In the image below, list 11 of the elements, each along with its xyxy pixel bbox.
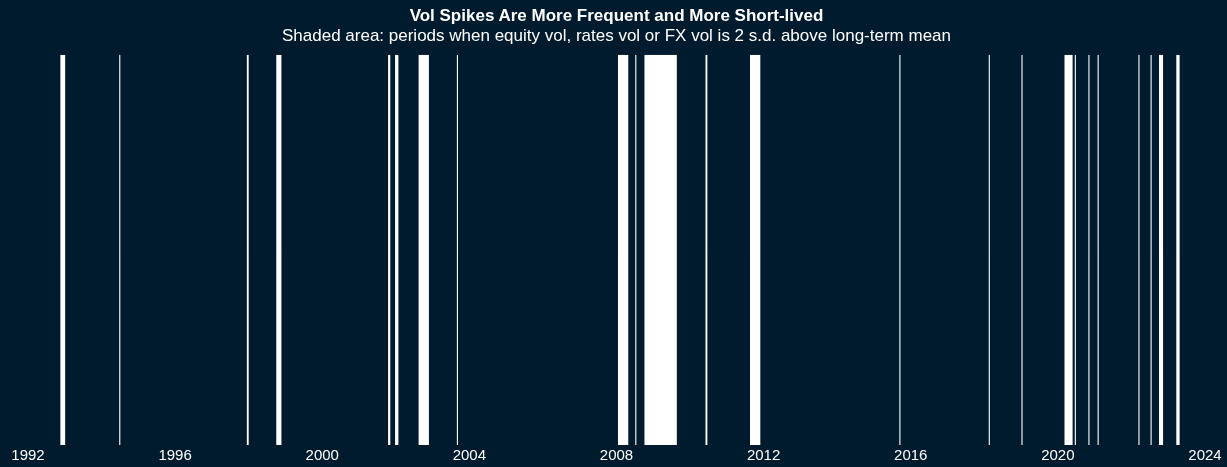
chart-subtitle: Shaded area: periods when equity vol, rates vol or FX vol is 2 s.d. above long-term mean [281,26,952,46]
x-tick-label: 2016 [894,446,928,464]
x-tick-label: 1992 [11,446,45,464]
x-tick-label: 2000 [305,446,339,464]
x-tick-label: 1996 [158,446,192,464]
x-tick-label: 2004 [452,446,487,464]
x-tick-label: 2024 [1188,446,1222,464]
x-tick-label: 2008 [599,446,634,464]
chart-title: Vol Spikes Are More Frequent and More Short-lived [409,5,824,25]
x-tick-label: 2020 [1041,446,1075,464]
x-tick-label: 2012 [746,446,781,464]
